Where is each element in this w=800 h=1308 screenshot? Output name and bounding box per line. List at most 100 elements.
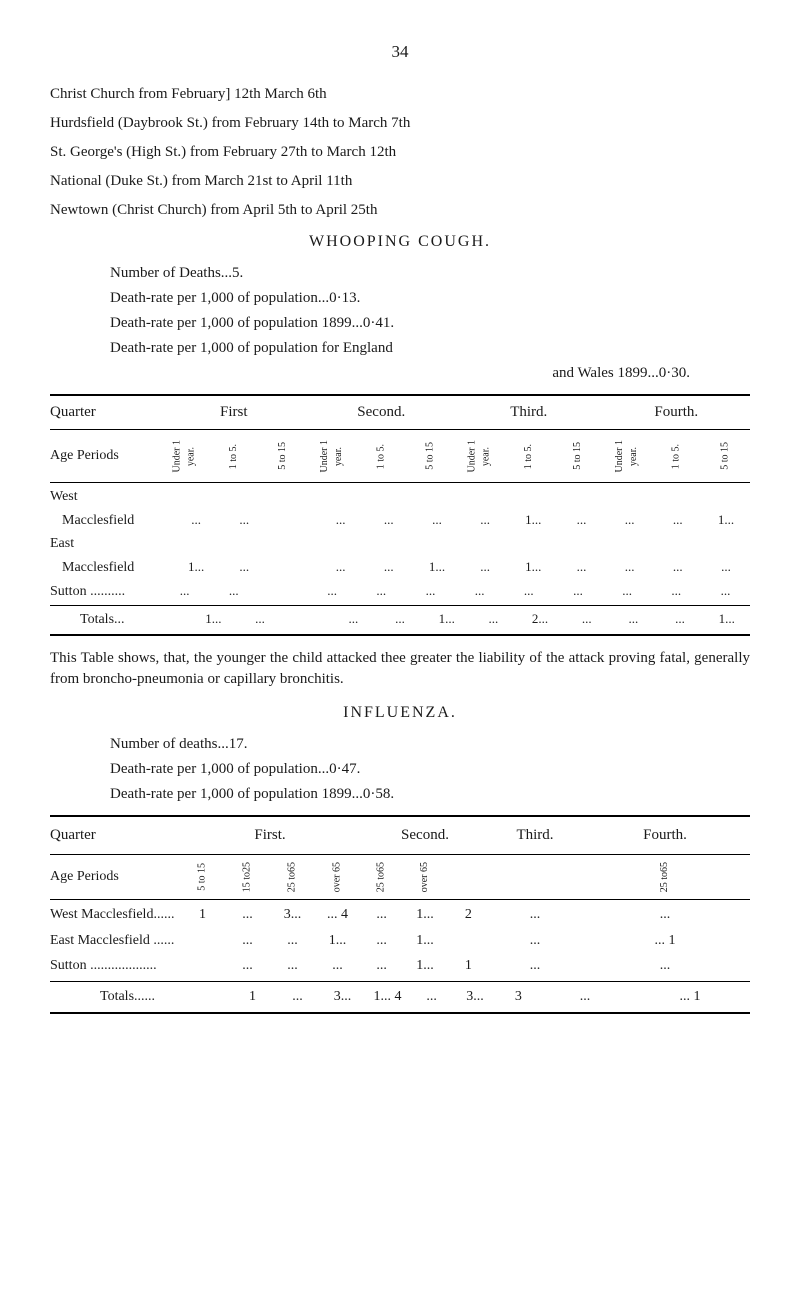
cells: ...: [490, 931, 580, 951]
table-row: Totals...... 1 ... 3... 1... 4 ... 3... …: [50, 984, 750, 1010]
cell: ...: [317, 558, 365, 578]
subcol: 5 to 15: [180, 859, 225, 895]
whooping-rate1: Death-rate per 1,000 of population...0·1…: [50, 288, 750, 309]
west-label: West: [50, 485, 750, 509]
sub: 25 to65 over 65: [360, 859, 490, 895]
page-number: 34: [50, 40, 750, 64]
cell: ...: [606, 558, 654, 578]
cell: 1...: [172, 558, 220, 578]
subcol: 5 to 15: [701, 436, 750, 476]
intro-line-4: National (Duke St.) from March 21st to A…: [50, 171, 750, 192]
subcol: 25 to65: [360, 859, 403, 895]
subcol: 25 to65: [580, 859, 750, 895]
cell: 3...: [320, 987, 365, 1007]
cell: ...: [657, 610, 704, 630]
cell: [268, 511, 316, 531]
cell: ...: [308, 582, 357, 602]
cell: ...: [504, 582, 553, 602]
rule: [50, 854, 750, 855]
cell: ...: [225, 931, 270, 951]
cell: ...: [652, 582, 701, 602]
row-label: Totals......: [50, 987, 230, 1007]
t1-second-sub: Under 1 year. 1 to 5. 5 to 15: [308, 436, 456, 476]
cell: ...: [455, 582, 504, 602]
cell: [258, 582, 307, 602]
cell: ...: [553, 582, 602, 602]
cell: ...: [360, 956, 403, 976]
table-row: Sutton .......... ... ... ... ... ... ..…: [50, 580, 750, 604]
cell: ... 1: [630, 987, 750, 1007]
cells: 1... ... ... ... 1... ... 2... ... ... .…: [190, 610, 750, 630]
subcol: Under 1 year.: [160, 436, 209, 476]
subcol: 15 to25: [225, 859, 270, 895]
cells: ... 1: [630, 987, 750, 1007]
cells: ... ... ...: [180, 956, 360, 976]
subcol: 25 to65: [270, 859, 315, 895]
t2-header: Quarter First. Second. Third. Fourth.: [50, 819, 750, 852]
subcol: 1 to 5.: [504, 436, 553, 476]
sub: 5 to 15 15 to25 25 to65 over 65: [180, 859, 360, 895]
cell: 3: [497, 987, 540, 1007]
cell: ...: [490, 905, 580, 925]
cells: ... ... ... ... ... ... 1... ... ... ...…: [172, 511, 750, 531]
t2-subhead: Age Periods 5 to 15 15 to25 25 to65 over…: [50, 857, 750, 897]
sub: 25 to65: [580, 859, 750, 895]
cells: ...: [490, 956, 580, 976]
t2-second: Second.: [360, 825, 490, 846]
east-label: East: [50, 532, 750, 556]
cell: [268, 558, 316, 578]
cell: ...: [490, 956, 580, 976]
t1-second: Second.: [308, 402, 456, 423]
t2-first: First.: [180, 825, 360, 846]
t1-fourth-sub: Under 1 year. 1 to 5. 5 to 15: [603, 436, 751, 476]
rule: [50, 1012, 750, 1014]
t2-third: Third.: [490, 825, 580, 846]
cell: ...: [275, 987, 320, 1007]
cell: 1...: [403, 931, 446, 951]
cell: ...: [461, 511, 509, 531]
cell: ...: [360, 931, 403, 951]
subcol: Under 1 year.: [308, 436, 357, 476]
cell: ...: [330, 610, 377, 630]
cells: ... 1... 1: [360, 956, 490, 976]
cell: ...: [317, 511, 365, 531]
cells: ... ... 1...: [180, 931, 360, 951]
cell: ...: [365, 558, 413, 578]
cell: [447, 931, 490, 951]
whooping-rate2: Death-rate per 1,000 of population 1899.…: [50, 313, 750, 334]
cell: 1: [447, 956, 490, 976]
row-label: Macclesfield: [50, 511, 172, 531]
cell: [283, 610, 330, 630]
cell: 1...: [403, 905, 446, 925]
cell: ...: [377, 610, 424, 630]
cell: ...: [237, 610, 284, 630]
subcol: over 65: [403, 859, 446, 895]
rule: [50, 899, 750, 900]
subcol: 5 to 15: [258, 436, 307, 476]
intro-line-2: Hurdsfield (Daybrook St.) from February …: [50, 113, 750, 134]
cell: 1...: [413, 558, 461, 578]
cell: 2: [447, 905, 490, 925]
subcol: over 65: [315, 859, 360, 895]
t2-age-periods: Age Periods: [50, 859, 180, 895]
cell: ...: [360, 905, 403, 925]
cell: ...: [209, 582, 258, 602]
subcol: Under 1 year.: [455, 436, 504, 476]
rule: [50, 429, 750, 430]
subcol: 1 to 5.: [209, 436, 258, 476]
cell: ...: [606, 511, 654, 531]
whooping-rate3: Death-rate per 1,000 of population for E…: [50, 338, 750, 359]
cells: ... 1: [580, 931, 750, 951]
cell: ...: [580, 956, 750, 976]
cell: 1...: [509, 558, 557, 578]
cells: ...: [540, 987, 630, 1007]
cells: 1... ... ... ... 1... ... 1... ... ... .…: [172, 558, 750, 578]
cell: ...: [413, 511, 461, 531]
cell: ...: [557, 511, 605, 531]
rule: [50, 482, 750, 483]
cells: 1 ... 3... ... 4: [180, 905, 360, 925]
cell: ...: [160, 582, 209, 602]
row-label: Sutton ..........: [50, 582, 160, 602]
cell: ...: [406, 582, 455, 602]
intro-line-3: St. George's (High St.) from February 27…: [50, 142, 750, 163]
